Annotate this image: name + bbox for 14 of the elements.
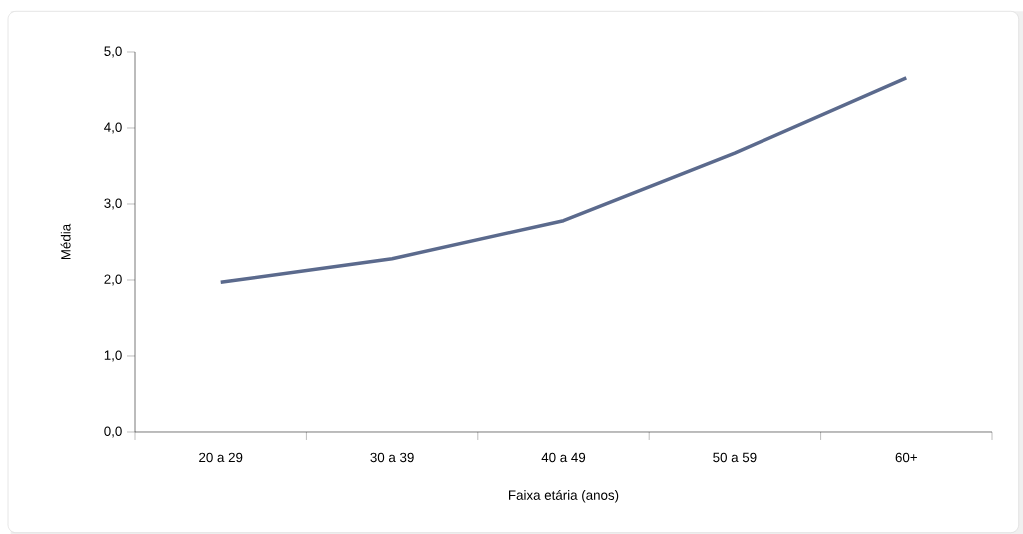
y-tick-label: 3,0 <box>104 198 122 210</box>
x-axis-title: Faixa etária (anos) <box>509 489 619 503</box>
y-tick-label: 4,0 <box>104 122 122 134</box>
y-tick-label: 5,0 <box>104 46 122 58</box>
y-tick-label: 1,0 <box>104 350 122 362</box>
x-tick-label: 30 a 39 <box>370 452 414 463</box>
y-tick-label: 0,0 <box>104 426 122 438</box>
x-tick-label: 50 a 59 <box>713 452 757 463</box>
x-tick-label: 40 a 49 <box>541 452 586 463</box>
x-tick-label: 20 a 29 <box>199 452 243 463</box>
line-series <box>218 76 909 285</box>
x-tick-label: 60+ <box>895 452 917 463</box>
y-tick-label: 2,0 <box>104 274 122 286</box>
y-axis-title: Média <box>60 223 71 260</box>
